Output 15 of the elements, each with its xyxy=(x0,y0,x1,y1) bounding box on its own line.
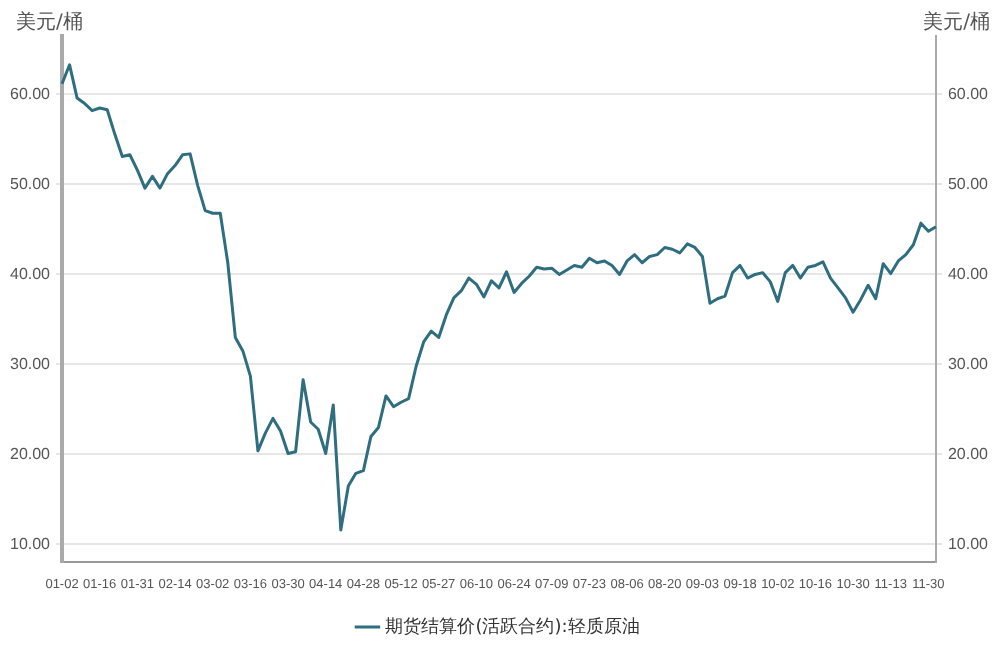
y2-tick-label: 50.00 xyxy=(947,174,990,193)
y-tick-label: 10.00 xyxy=(9,534,52,553)
y2-tick-label: 10.00 xyxy=(947,534,990,553)
y2-tick-label: 20.00 xyxy=(947,444,990,463)
y-tick-label: 20.00 xyxy=(9,444,52,463)
y-axis-title: 美元/桶 xyxy=(16,9,83,36)
y-tick-label: 60.00 xyxy=(9,84,52,103)
y2-tick-label: 40.00 xyxy=(947,264,990,283)
y2-axis-title: 美元/桶 xyxy=(923,9,990,36)
y-tick-label: 40.00 xyxy=(9,264,52,283)
y2-tick-label: 60.00 xyxy=(947,84,990,103)
y2-tick-label: 30.00 xyxy=(947,354,990,373)
y-tick-label: 50.00 xyxy=(9,174,52,193)
legend-label: 期货结算价(活跃合约):轻质原油 xyxy=(385,615,640,638)
y-tick-label: 30.00 xyxy=(9,354,52,373)
